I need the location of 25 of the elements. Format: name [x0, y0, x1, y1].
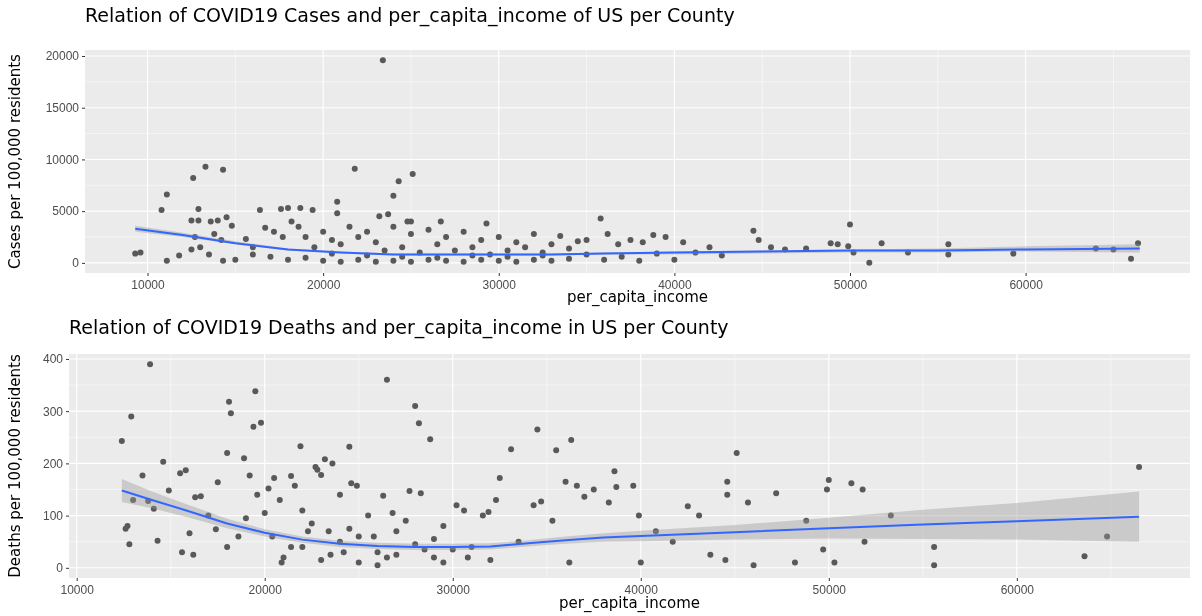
y-tick-label: 0 [72, 256, 80, 271]
y-tick-label: 15000 [45, 101, 80, 116]
x-axis-title: per_capita_income [558, 594, 701, 613]
x-tick-label: 50000 [812, 582, 847, 597]
y-tick-label: 10000 [45, 152, 80, 167]
chart-title: Relation of COVID19 Cases and per_capita_income of US per County [85, 4, 735, 27]
y-tick-label: 0 [56, 561, 64, 576]
x-tick-label: 20000 [248, 582, 283, 597]
x-tick-label: 20000 [306, 277, 341, 292]
x-tick-label: 50000 [833, 277, 868, 292]
x-tick-label: 40000 [624, 582, 659, 597]
y-axis-title: Cases per 100,000 residents [6, 53, 24, 269]
y-tick-label: 100 [42, 508, 64, 523]
y-tick-label: 200 [42, 456, 64, 471]
x-tick-label: 30000 [436, 582, 471, 597]
y-tick-label: 20000 [45, 49, 80, 64]
x-tick-label: 30000 [482, 277, 517, 292]
y-tick-label: 400 [42, 352, 64, 367]
x-tick-label: 60000 [1000, 582, 1035, 597]
y-tick-label: 5000 [52, 204, 80, 219]
chart-title: Relation of COVID19 Deaths and per_capita_income in US per County [69, 316, 729, 339]
x-tick-label: 60000 [1009, 277, 1044, 292]
y-axis-title: Deaths per 100,000 residents [6, 354, 24, 578]
x-tick-label: 10000 [131, 277, 166, 292]
y-tick-label: 300 [42, 404, 64, 419]
